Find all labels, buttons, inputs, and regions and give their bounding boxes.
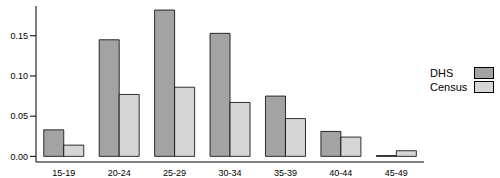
svg-text:0.05: 0.05	[10, 111, 28, 121]
svg-text:0.15: 0.15	[10, 31, 28, 41]
svg-text:45-49: 45-49	[385, 168, 408, 178]
html-text:DHS: DHS	[430, 67, 454, 79]
svg-text:35-39: 35-39	[274, 168, 297, 178]
svg-text:25-29: 25-29	[163, 168, 186, 178]
svg-text:0.00: 0.00	[10, 152, 28, 162]
svg-text:15-19: 15-19	[52, 168, 75, 178]
svg-text:40-44: 40-44	[329, 168, 352, 178]
svg-text:30-34: 30-34	[218, 168, 241, 178]
html-text:Census: Census	[430, 81, 468, 93]
svg-text:20-24: 20-24	[108, 168, 131, 178]
svg-text:0.10: 0.10	[10, 71, 28, 81]
